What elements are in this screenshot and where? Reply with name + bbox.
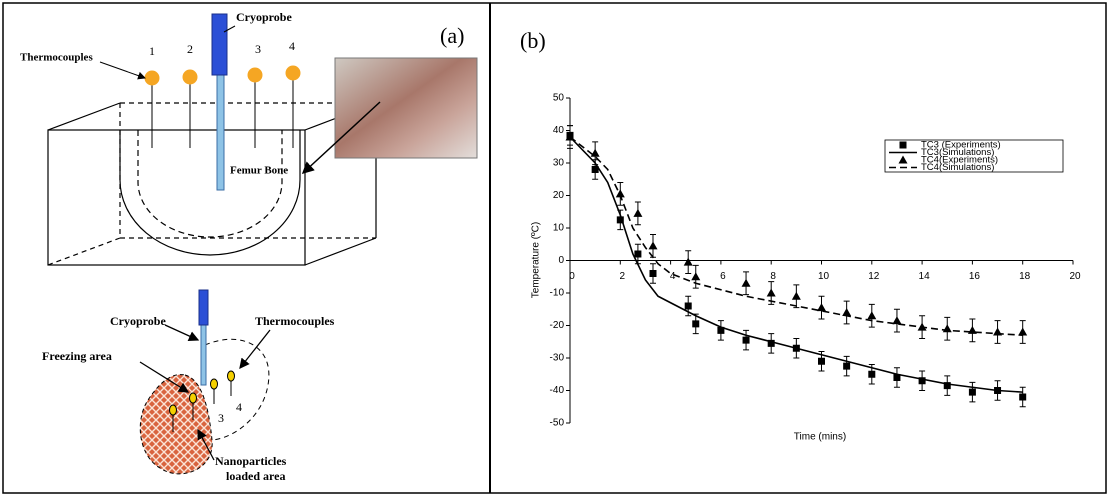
marker <box>892 316 902 325</box>
cryoprobe <box>198 289 209 386</box>
label: Cryoprobe <box>110 314 166 328</box>
x-tick-label: 4 <box>670 271 676 282</box>
marker <box>742 336 750 344</box>
y-tick-label: 0 <box>558 255 564 266</box>
legend <box>884 139 1064 173</box>
marker <box>1018 327 1028 336</box>
marker <box>683 257 693 266</box>
label: 3 <box>255 42 261 56</box>
label: loaded area <box>226 469 285 483</box>
y-tick-label: -50 <box>550 418 565 429</box>
marker <box>616 216 624 224</box>
arrow <box>223 25 236 33</box>
thermocouples <box>144 65 301 148</box>
marker <box>867 311 877 320</box>
marker <box>649 270 657 277</box>
thermocouples <box>169 370 235 432</box>
marker <box>691 272 701 281</box>
legend-label: TC3(Simulations) <box>921 147 994 158</box>
label: Nanoparticles <box>215 454 287 468</box>
marker <box>893 374 901 381</box>
marker <box>615 189 625 198</box>
y-tick-label: -30 <box>550 353 565 364</box>
marker <box>634 250 642 258</box>
y-tick-label: -20 <box>550 320 565 331</box>
y-tick-label: 20 <box>553 190 565 201</box>
arrow <box>99 61 146 80</box>
marker <box>968 388 976 396</box>
label: 4 <box>236 400 242 414</box>
marker <box>684 302 692 310</box>
marker <box>648 241 658 250</box>
label: Femur Bone <box>230 165 288 177</box>
x-tick-label: 2 <box>620 271 626 282</box>
arrow <box>239 329 271 370</box>
photo <box>334 57 478 159</box>
marker <box>766 288 776 297</box>
x-tick-label: 12 <box>868 271 880 282</box>
x-axis-label: Time (mins) <box>794 432 846 443</box>
x-tick-label: 16 <box>969 271 981 282</box>
outline <box>204 338 270 441</box>
label: Thermocouples <box>255 314 335 328</box>
marker <box>943 382 951 390</box>
marker <box>842 308 852 316</box>
series-line <box>569 136 1023 337</box>
freezing-area <box>139 374 213 475</box>
frame <box>2 2 1107 494</box>
marker <box>591 166 599 173</box>
marker <box>692 320 700 328</box>
marker <box>868 370 876 378</box>
marker <box>817 303 826 312</box>
x-tick-label: 14 <box>919 271 931 282</box>
marker <box>843 362 851 370</box>
arrow <box>197 428 215 461</box>
label: 4 <box>289 39 295 53</box>
x-tick-label: 8 <box>770 271 776 282</box>
y-tick-label: 10 <box>553 223 565 234</box>
cryoprobe <box>211 13 228 191</box>
y-tick-label: 30 <box>553 158 565 169</box>
marker <box>918 377 926 385</box>
y-tick-label: -10 <box>550 288 565 299</box>
marker <box>717 326 725 334</box>
tank <box>47 102 377 266</box>
marker <box>633 208 643 217</box>
arrow <box>139 361 190 393</box>
x-tick-label: 18 <box>1019 271 1031 282</box>
marker <box>767 339 775 347</box>
panel-label: (a) <box>440 23 464 48</box>
marker <box>899 141 907 149</box>
legend-label: TC4(Experiments) <box>921 155 998 166</box>
y-tick-label: -40 <box>550 385 565 396</box>
label: 1 <box>149 44 155 58</box>
marker <box>741 278 751 287</box>
panel-label: (b) <box>520 28 546 53</box>
x-tick-label: 0 <box>569 271 575 282</box>
x-tick-label: 10 <box>818 271 830 282</box>
x-tick-label: 6 <box>720 271 726 282</box>
label: Freezing area <box>42 349 112 363</box>
x-tick-label: 20 <box>1069 271 1081 282</box>
marker <box>818 357 825 365</box>
marker <box>1019 393 1027 401</box>
y-axis-label: Temperature (ºC) <box>531 222 542 298</box>
arrow <box>301 101 381 175</box>
marker <box>898 155 908 164</box>
legend-label: TC4(Simulations) <box>921 162 994 173</box>
marker <box>791 291 801 300</box>
label: Thermocouples <box>20 52 93 64</box>
arrow <box>164 324 200 341</box>
y-tick-label: 50 <box>553 93 565 104</box>
y-tick-label: 40 <box>553 125 565 136</box>
series-line <box>569 136 1023 393</box>
label: 3 <box>218 411 224 425</box>
label: 2 <box>187 42 193 56</box>
marker <box>590 148 600 157</box>
label: Cryoprobe <box>236 10 292 24</box>
legend-label: TC3 (Experiments) <box>921 140 1001 151</box>
